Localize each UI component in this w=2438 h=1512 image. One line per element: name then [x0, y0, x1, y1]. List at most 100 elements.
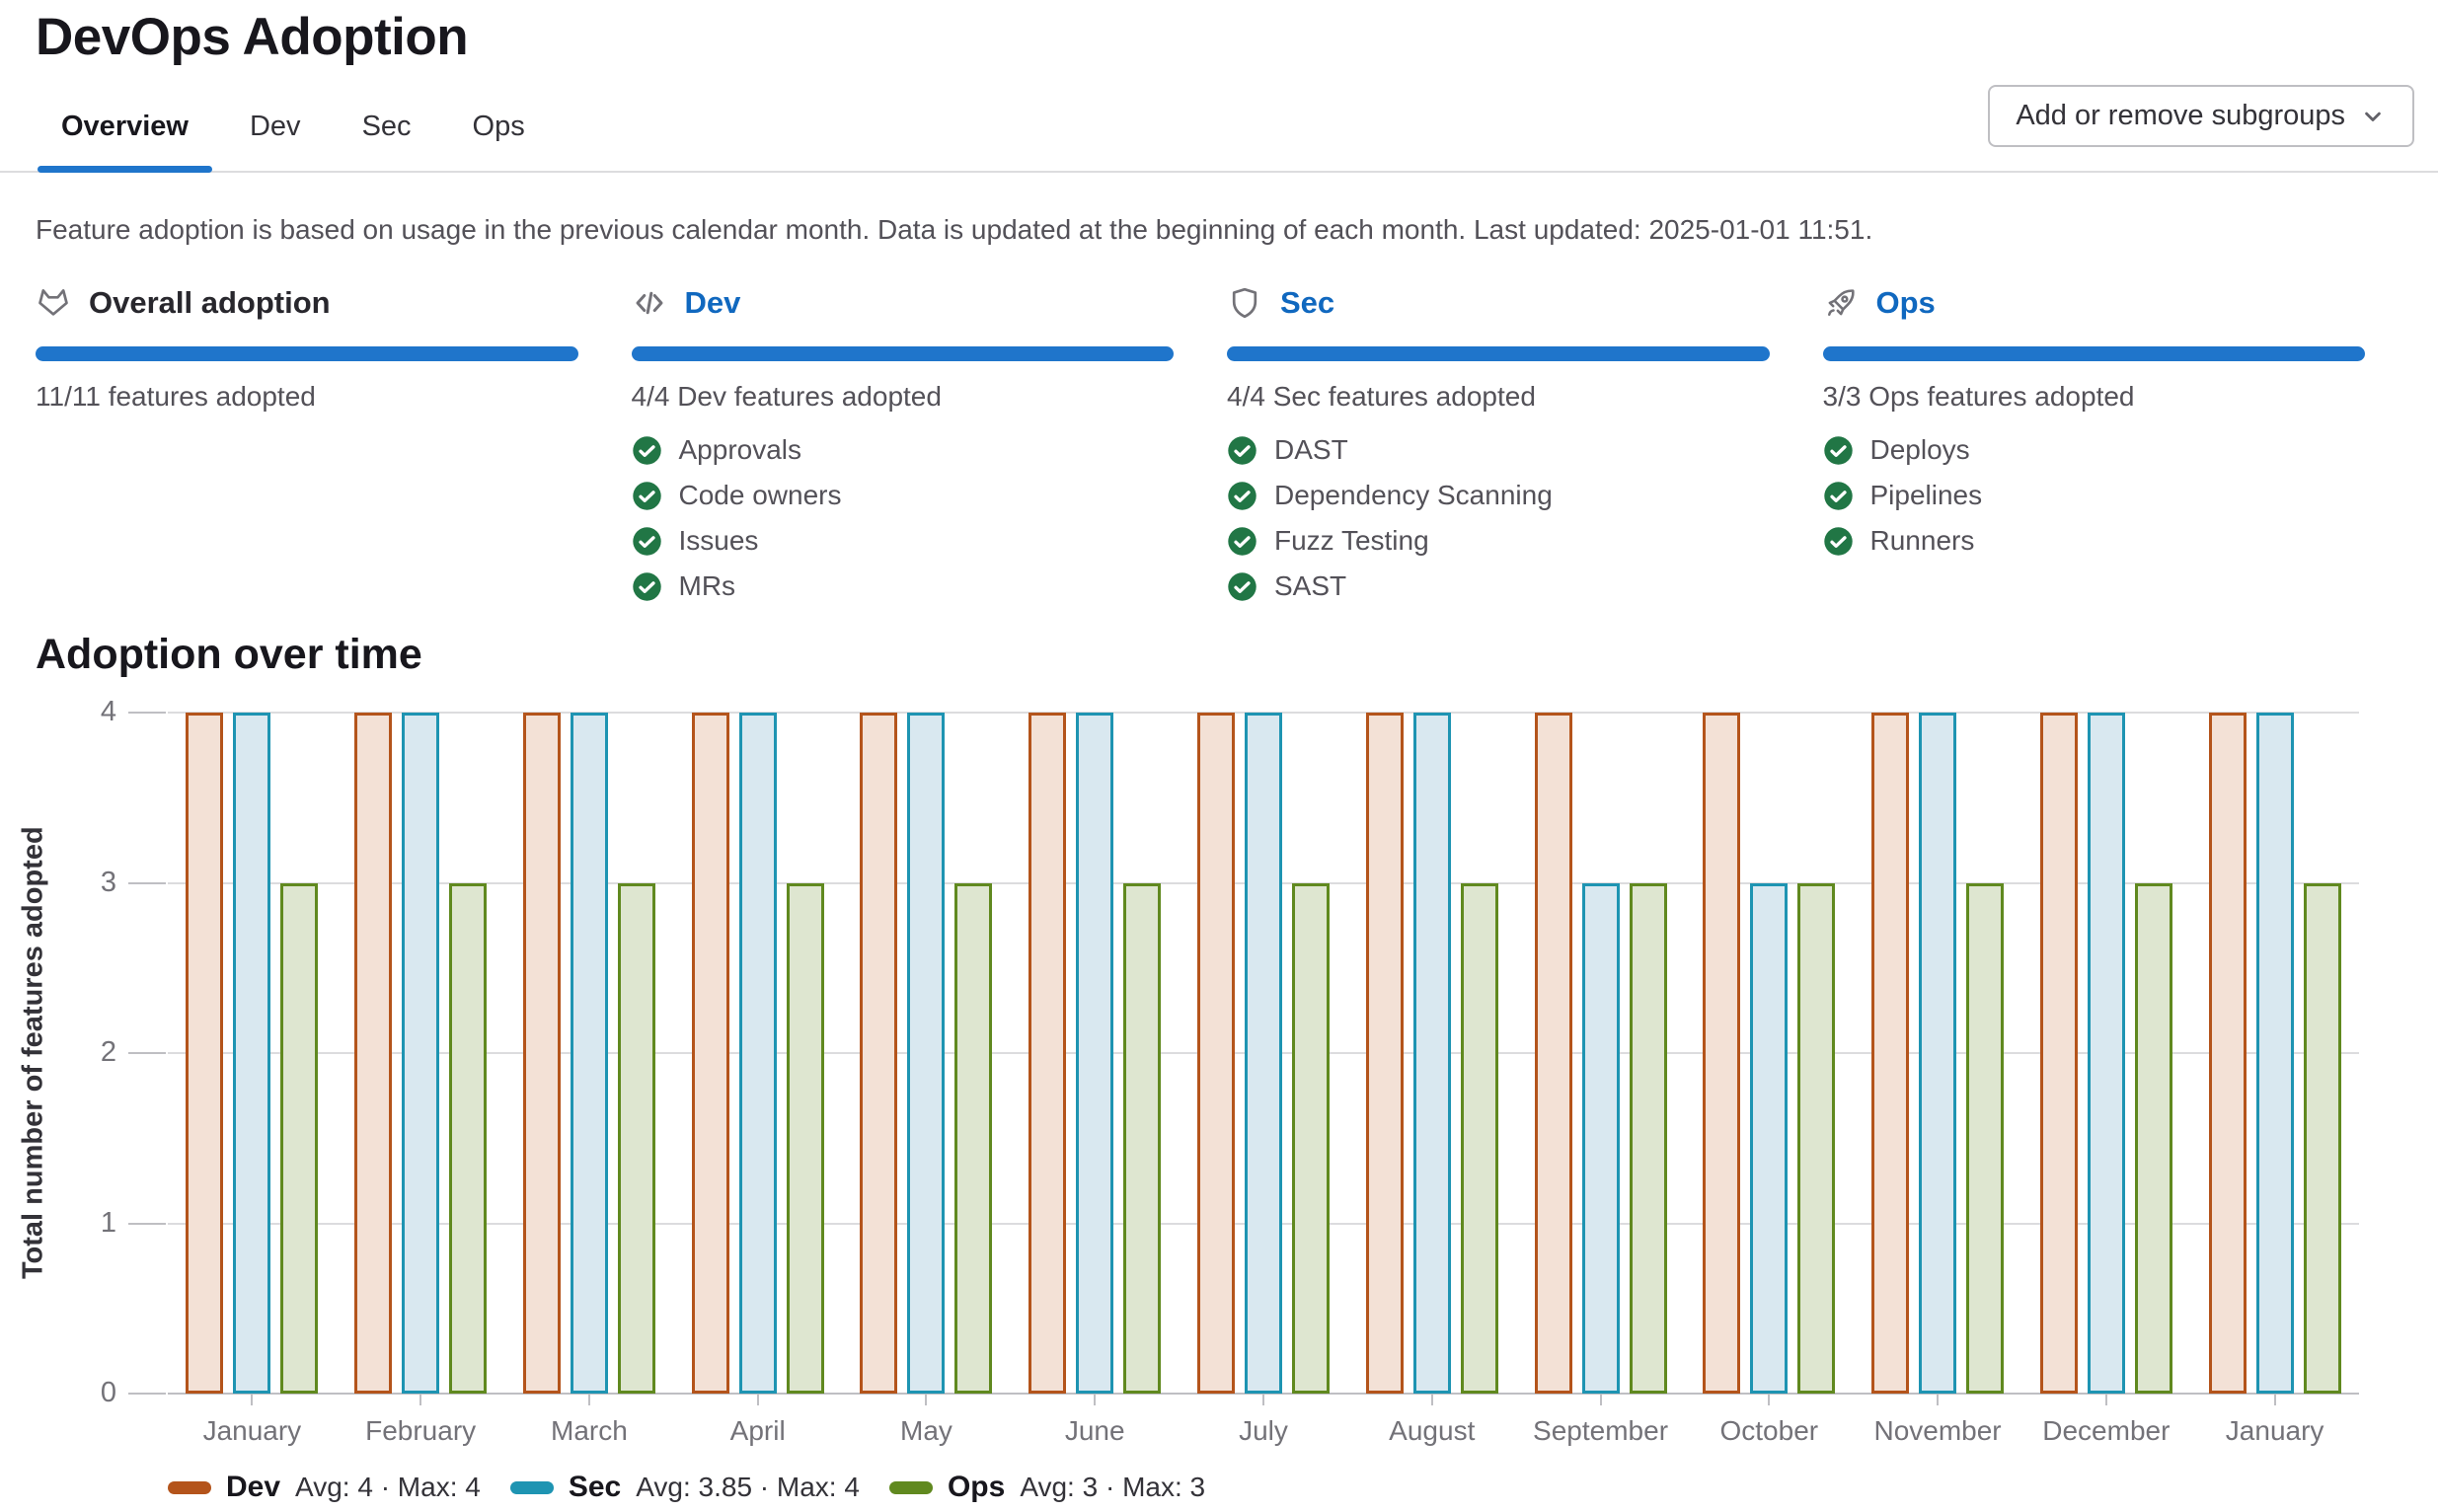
bar-dev-may-4	[860, 713, 898, 1394]
feature-item-deploys: Deploys	[1823, 434, 2366, 466]
x-tick	[1937, 1394, 1940, 1405]
code-icon	[632, 285, 667, 321]
bar-sec-november-10	[1919, 713, 1957, 1394]
bar-dev-november-10	[1871, 713, 1910, 1394]
feature-label: Issues	[678, 525, 759, 556]
feature-label: SAST	[1274, 570, 1347, 601]
add-or-remove-subgroups-label: Add or remove subgroups	[2016, 100, 2345, 131]
check-circle-icon	[632, 481, 662, 511]
card-title-sec[interactable]: Sec	[1280, 285, 1335, 320]
y-tick-label: 0	[100, 1377, 116, 1408]
legend-item-dev[interactable]: Dev Avg: 4 · Max: 4	[168, 1471, 481, 1504]
bar-ops-july-6	[1292, 882, 1330, 1394]
bar-ops-may-4	[954, 882, 993, 1394]
feature-list: Deploys Pipelines Runners	[1823, 434, 2366, 557]
bar-dev-february-1	[354, 713, 393, 1394]
feature-label: Runners	[1869, 525, 1975, 556]
tab-sec[interactable]: Sec	[361, 111, 412, 142]
bar-sec-august-7	[1412, 713, 1451, 1394]
tab-dev[interactable]: Dev	[249, 111, 301, 142]
x-label-november-10: November	[1873, 1415, 2002, 1446]
bar-ops-january-0	[280, 882, 319, 1394]
bar-ops-november-10	[1966, 882, 2005, 1394]
bar-dev-june-5	[1029, 713, 1067, 1394]
legend-item-sec[interactable]: Sec Avg: 3.85 · Max: 4	[509, 1471, 860, 1504]
adoption-summary-cards: Overall adoption 11/11 features adopted De…	[36, 281, 2365, 616]
tanuki-icon	[36, 285, 71, 321]
feature-label: Deploys	[1869, 434, 1970, 465]
bar-dev-march-2	[522, 713, 561, 1394]
check-circle-icon	[1823, 481, 1854, 511]
bar-sec-january-12	[2255, 713, 2294, 1394]
bar-ops-december-11	[2134, 882, 2172, 1394]
check-circle-icon	[632, 571, 662, 602]
card-header: Ops	[1823, 281, 2366, 325]
x-tick	[756, 1394, 759, 1405]
feature-item-runners: Runners	[1823, 525, 2366, 557]
y-tick	[128, 712, 166, 714]
x-label-january-12: January	[2225, 1415, 2324, 1446]
check-circle-icon	[1227, 526, 1257, 557]
feature-label: Approvals	[678, 434, 802, 465]
feature-item-fuzz-testing: Fuzz Testing	[1227, 525, 1770, 557]
tab-ops[interactable]: Ops	[472, 111, 525, 142]
card-header: Dev	[632, 281, 1175, 325]
legend-name: Sec	[568, 1471, 622, 1503]
check-circle-icon	[1823, 526, 1854, 557]
x-label-september-8: September	[1533, 1415, 1669, 1446]
y-axis-title: Total number of features adopted	[17, 826, 49, 1280]
y-tick	[128, 881, 166, 884]
feature-list: Approvals Code owners Issues MRs	[632, 434, 1175, 602]
x-tick	[251, 1394, 254, 1405]
x-label-july-6: July	[1239, 1415, 1288, 1446]
x-label-february-1: February	[365, 1415, 477, 1446]
y-tick-label: 4	[100, 696, 116, 727]
feature-label: DAST	[1274, 434, 1348, 465]
card-header: Overall adoption	[36, 281, 578, 325]
progress-label: 11/11 features adopted	[36, 381, 316, 412]
legend-swatch-ops	[888, 1480, 933, 1494]
progress-bar	[1227, 346, 1770, 361]
x-tick	[587, 1394, 590, 1405]
feature-label: Pipelines	[1869, 480, 1983, 510]
tab-overview[interactable]: Overview	[36, 81, 214, 173]
feature-label: Dependency Scanning	[1274, 480, 1553, 510]
card-title-dev[interactable]: Dev	[684, 285, 741, 320]
rocket-icon	[1823, 285, 1859, 321]
feature-item-dast: DAST	[1227, 434, 1770, 466]
feature-item-issues: Issues	[632, 525, 1175, 557]
bar-ops-october-9	[1797, 882, 1836, 1394]
adoption-card-dev: Dev 4/4 Dev features adopted Approvals Code…	[631, 281, 1175, 616]
devops-adoption-page: DevOps Adoption Overview Dev Sec Ops Add or…	[0, 10, 2438, 1503]
legend-name: Dev	[226, 1471, 281, 1503]
y-tick-label: 1	[100, 1206, 116, 1239]
x-label-april-3: April	[729, 1415, 786, 1446]
check-circle-icon	[1227, 435, 1257, 466]
legend-item-ops[interactable]: Ops Avg: 3 · Max: 3	[888, 1471, 1205, 1504]
bar-sec-april-3	[738, 713, 777, 1394]
feature-label: Fuzz Testing	[1274, 525, 1429, 556]
bar-ops-august-7	[1460, 882, 1498, 1394]
x-tick	[925, 1394, 928, 1405]
adoption-card-overall-adoption: Overall adoption 11/11 features adopted	[36, 281, 578, 616]
bar-dev-september-8	[1534, 713, 1572, 1394]
chevron-down-icon	[2365, 112, 2381, 121]
add-or-remove-subgroups-button[interactable]: Add or remove subgroups	[1988, 85, 2414, 147]
adoption-card-ops: Ops 3/3 Ops features adopted Deploys Pipeli…	[1822, 281, 2366, 616]
legend-stats: Avg: 3.85 · Max: 4	[636, 1472, 860, 1502]
progress-label: 4/4 Sec features adopted	[1227, 381, 1536, 412]
adoption-card-sec: Sec 4/4 Sec features adopted DAST Dependenc…	[1227, 281, 1770, 616]
bar-dev-december-11	[2039, 713, 2078, 1394]
y-tick	[128, 1222, 166, 1225]
adoption-over-time-chart: Total number of features adopted 0 1 2 3 4 Ja…	[0, 677, 2438, 1512]
bar-ops-september-8	[1629, 882, 1667, 1394]
bar-sec-september-8	[1581, 882, 1620, 1394]
chart-section-title: Adoption over time	[36, 631, 422, 678]
bar-sec-june-5	[1076, 713, 1114, 1394]
card-title-ops[interactable]: Ops	[1875, 285, 1936, 320]
x-label-may-4: May	[900, 1415, 952, 1446]
progress-label: 4/4 Dev features adopted	[631, 381, 942, 412]
bar-ops-january-12	[2303, 882, 2341, 1394]
bar-ops-june-5	[1123, 882, 1162, 1394]
bar-ops-april-3	[786, 882, 824, 1394]
